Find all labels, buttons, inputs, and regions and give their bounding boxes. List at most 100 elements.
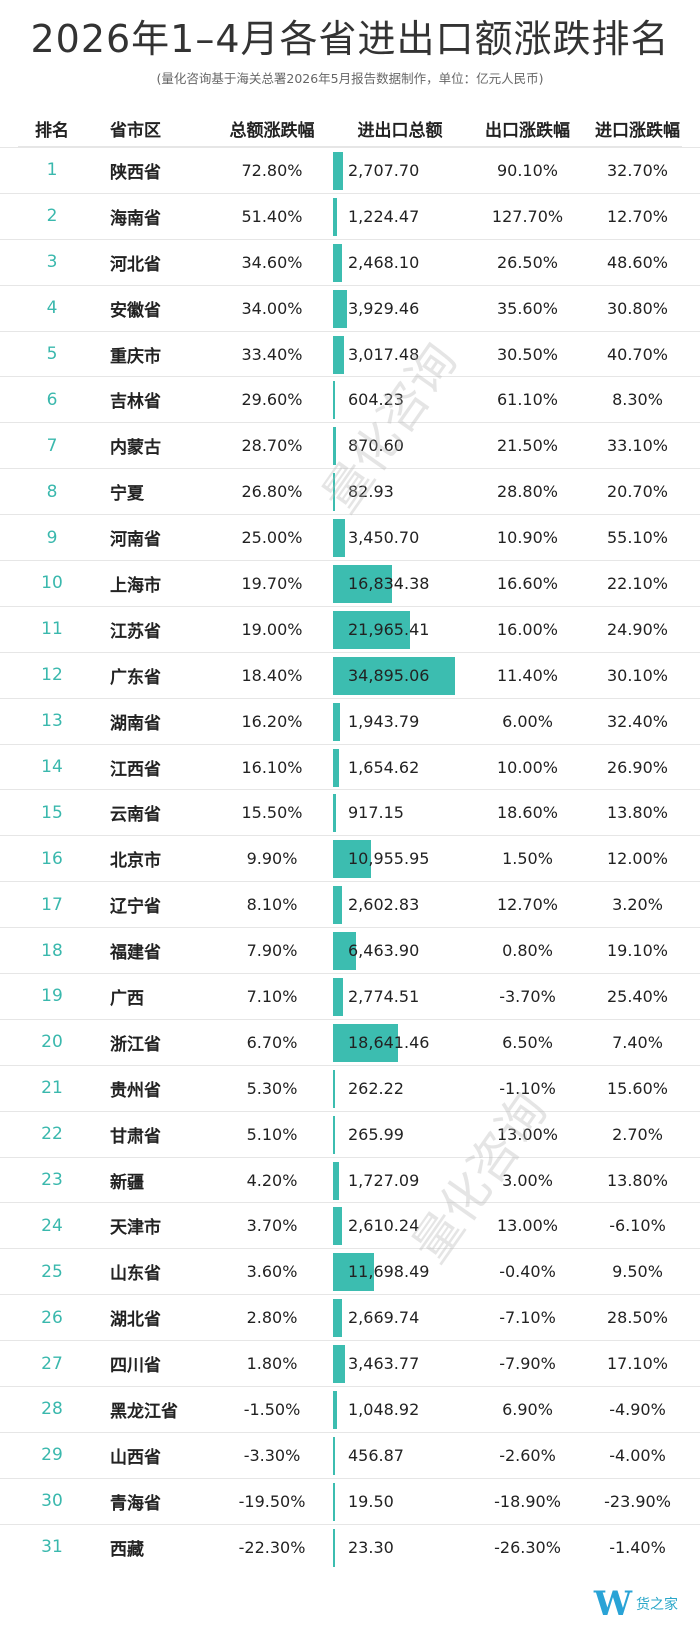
amount-bar <box>333 656 455 695</box>
row-province: 湖北省 <box>110 1310 161 1331</box>
row-total-change: 7.10% <box>246 986 298 1006</box>
amount-bar <box>333 840 372 879</box>
amount-bar <box>333 335 344 374</box>
amount-bar <box>333 1528 335 1567</box>
row-export-change: 0.80% <box>502 941 553 961</box>
row-import-change: 2.70% <box>612 1124 663 1144</box>
amount-bar <box>333 1207 343 1246</box>
row-rank: 20 <box>41 1032 63 1053</box>
row-rank: 15 <box>41 802 63 823</box>
row-total-change: 6.70% <box>246 1032 298 1052</box>
row-import-change: 7.40% <box>612 1032 663 1052</box>
row-rank: 21 <box>41 1078 63 1099</box>
row-export-change: 35.60% <box>496 298 558 318</box>
row-import-change: 22.10% <box>606 573 668 593</box>
row-import-change: 19.10% <box>606 941 668 961</box>
table-row: 13 湖南省 16.20% 6.00% 32.40% 1,943.79 <box>0 697 700 744</box>
row-export-change: 6.00% <box>502 711 553 731</box>
table-row: 23 新疆 4.20% 3.00% 13.80% 1,727.09 <box>0 1156 700 1203</box>
row-import-change: 12.00% <box>606 849 668 869</box>
row-province: 江西省 <box>110 759 161 780</box>
row-total-change: 19.70% <box>241 573 303 593</box>
row-amount: 2,669.74 <box>348 1308 420 1328</box>
row-rank: 2 <box>46 206 58 227</box>
table-row: 25 山东省 3.60% -0.40% 9.50% 11,698.49 <box>0 1248 700 1294</box>
row-export-change: -1.10% <box>499 1078 556 1098</box>
table-row: 15 云南省 15.50% 18.60% 13.80% 917.15 <box>0 789 700 835</box>
row-total-change: 25.00% <box>241 528 303 548</box>
row-province: 西藏 <box>110 1539 144 1560</box>
row-import-change: 3.20% <box>612 895 663 915</box>
amount-bar <box>333 1253 374 1292</box>
row-amount: 1,943.79 <box>348 711 420 731</box>
amount-bar <box>333 978 343 1017</box>
row-rank: 7 <box>46 435 58 456</box>
row-total-change: 2.80% <box>246 1308 298 1328</box>
row-amount: 2,610.24 <box>348 1216 420 1236</box>
logo: W 货之家 <box>594 1584 678 1624</box>
row-total-change: 72.80% <box>241 160 303 180</box>
row-export-change: -3.70% <box>499 986 556 1006</box>
table-row: 8 宁夏 26.80% 28.80% 20.70% 82.93 <box>0 468 700 514</box>
row-amount: 262.22 <box>348 1078 404 1098</box>
row-amount: 265.99 <box>348 1124 404 1144</box>
row-total-change: 26.80% <box>241 482 303 502</box>
table-row: 9 河南省 25.00% 10.90% 55.10% 3,450.70 <box>0 514 700 560</box>
row-import-change: -4.00% <box>609 1445 666 1465</box>
row-rank: 4 <box>46 298 58 319</box>
amount-bar <box>333 1161 339 1200</box>
amount-bar <box>333 1115 335 1154</box>
row-total-change: 29.60% <box>241 390 303 410</box>
row-total-change: -3.30% <box>243 1445 301 1465</box>
row-amount: 21,965.41 <box>348 619 430 639</box>
row-rank: 3 <box>46 252 58 273</box>
row-import-change: 26.90% <box>606 757 668 777</box>
amount-bar <box>333 519 346 558</box>
row-amount: 11,698.49 <box>348 1262 430 1282</box>
row-province: 广西 <box>110 988 144 1009</box>
row-rank: 23 <box>41 1170 63 1191</box>
amount-bar <box>333 610 410 649</box>
row-export-change: -26.30% <box>494 1537 561 1557</box>
row-amount: 2,602.83 <box>348 895 420 915</box>
table-row: 12 广东省 18.40% 11.40% 30.10% 34,895.06 <box>0 651 700 698</box>
row-province: 新疆 <box>110 1172 144 1193</box>
row-total-change: 34.60% <box>241 252 303 272</box>
row-rank: 13 <box>41 711 63 732</box>
row-total-change: 4.20% <box>246 1170 298 1190</box>
row-province: 上海市 <box>110 575 161 596</box>
row-province: 河南省 <box>110 530 161 551</box>
row-import-change: -4.90% <box>609 1399 666 1419</box>
row-import-change: 15.60% <box>606 1078 668 1098</box>
row-total-change: -19.50% <box>238 1491 306 1511</box>
table-row: 7 内蒙古 28.70% 21.50% 33.10% 870.60 <box>0 422 700 468</box>
row-amount: 18,641.46 <box>348 1032 430 1052</box>
row-total-change: 7.90% <box>246 941 298 961</box>
row-amount: 870.60 <box>348 436 404 456</box>
row-province: 天津市 <box>110 1218 161 1239</box>
row-import-change: 33.10% <box>606 436 668 456</box>
table-row: 3 河北省 34.60% 26.50% 48.60% 2,468.10 <box>0 238 700 285</box>
row-rank: 9 <box>46 527 58 548</box>
row-import-change: 17.10% <box>606 1354 668 1374</box>
table-body: 1 陕西省 72.80% 90.10% 32.70% 2,707.70 2 海南省 51.40%… <box>0 147 700 1570</box>
row-amount: 2,707.70 <box>348 160 420 180</box>
row-total-change: 1.80% <box>246 1354 298 1374</box>
table-row: 1 陕西省 72.80% 90.10% 32.70% 2,707.70 <box>0 147 700 193</box>
row-export-change: 26.50% <box>496 252 558 272</box>
row-province: 江苏省 <box>110 621 161 642</box>
row-province: 宁夏 <box>110 484 144 505</box>
row-rank: 29 <box>41 1445 63 1466</box>
row-export-change: -7.90% <box>499 1354 556 1374</box>
row-total-change: 5.10% <box>246 1124 298 1144</box>
row-rank: 6 <box>46 389 58 410</box>
row-import-change: 30.80% <box>606 298 668 318</box>
amount-bar <box>333 381 336 420</box>
table-row: 28 黑龙江省 -1.50% 6.90% -4.90% 1,048.92 <box>0 1386 700 1432</box>
row-import-change: 13.80% <box>606 1170 668 1190</box>
row-export-change: 30.50% <box>496 344 558 364</box>
row-province: 山东省 <box>110 1264 161 1285</box>
row-total-change: 8.10% <box>246 895 298 915</box>
row-export-change: 16.00% <box>496 619 558 639</box>
row-rank: 5 <box>46 344 58 364</box>
